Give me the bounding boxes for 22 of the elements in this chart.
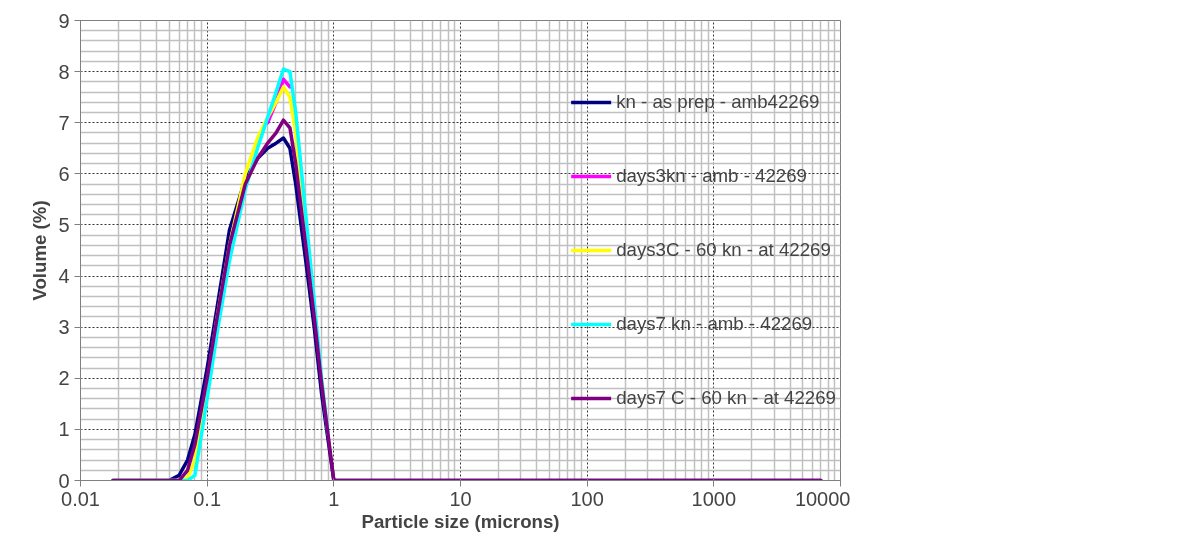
x-axis-title: Particle size (microns) <box>361 510 560 532</box>
legend-label: days3C - 60 kn - at 42269 <box>616 239 831 261</box>
x-tick-label: 10000 <box>794 487 851 510</box>
y-axis-title: Volume (%) <box>29 200 51 301</box>
x-tick-label: 10 <box>449 487 472 510</box>
y-tick-label: 8 <box>58 60 70 83</box>
y-tick-label: 1 <box>58 418 70 441</box>
x-tick-label: 100 <box>570 487 604 510</box>
legend-label: days7 kn - amb - 42269 <box>616 313 813 335</box>
y-tick-label: 9 <box>58 9 70 32</box>
x-tick-label: 1000 <box>691 487 737 510</box>
legend-label: days3kn - amb - 42269 <box>616 165 807 187</box>
y-tick-label: 3 <box>58 316 70 339</box>
y-tick-label: 4 <box>58 265 70 288</box>
y-tick-label: 7 <box>58 111 70 134</box>
legend-label: kn - as prep - amb42269 <box>616 91 820 113</box>
y-tick-label: 5 <box>58 213 70 236</box>
y-tick-label: 2 <box>58 367 70 390</box>
legend-label: days7 C - 60 kn - at 42269 <box>616 387 836 409</box>
y-tick-label: 6 <box>58 162 70 185</box>
x-tick-label: 1 <box>328 487 340 510</box>
x-tick-label: 0.1 <box>193 487 222 510</box>
